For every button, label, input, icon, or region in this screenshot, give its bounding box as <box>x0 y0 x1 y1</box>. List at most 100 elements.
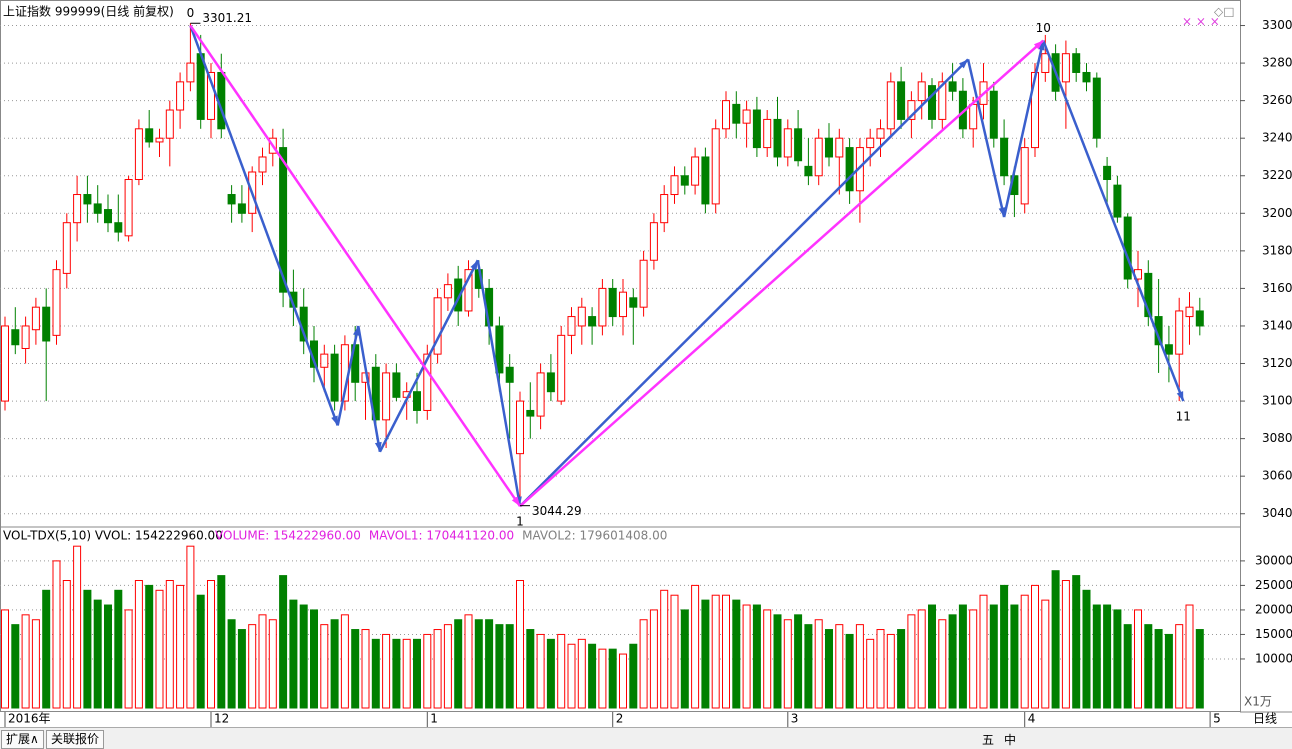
candle-body <box>814 137 823 177</box>
volume-bar <box>897 629 906 709</box>
volume-bar <box>722 594 730 709</box>
wave-line <box>476 260 522 507</box>
candle-body <box>93 203 102 214</box>
volume-header: VOL-TDX(5,10) VVOL: 154222960.00 <box>3 529 223 543</box>
frame <box>0 0 1241 712</box>
volume-bar <box>104 604 112 709</box>
candle-body <box>742 109 751 124</box>
candle-body <box>443 284 452 299</box>
y-tick-label: 3220 <box>1262 168 1292 182</box>
wave-line <box>357 325 382 452</box>
volume-bar <box>52 560 61 709</box>
candle-body <box>928 85 936 120</box>
y-tick-label: 3180 <box>1262 243 1292 257</box>
volume-bar <box>1020 594 1029 709</box>
y-tick-label: 3200 <box>1262 206 1292 220</box>
arrow-head <box>511 496 520 507</box>
volume-bar <box>1031 584 1039 709</box>
candle-body <box>11 329 20 346</box>
wave-label: 0 <box>187 6 195 20</box>
candle-body <box>619 291 627 318</box>
x-tick-label: 2016年 <box>8 712 51 726</box>
candle-body <box>114 222 123 233</box>
volume-bar <box>134 580 143 709</box>
volume-bar <box>227 619 236 709</box>
candle-body <box>1103 165 1112 181</box>
volume-bar <box>701 599 710 709</box>
volume-bar <box>1041 599 1050 709</box>
candle-body <box>320 353 329 368</box>
volume-bar <box>402 638 411 709</box>
candle-body <box>454 278 463 312</box>
candle-body <box>567 316 576 336</box>
volume-bar <box>93 599 102 709</box>
volume-bar <box>114 589 123 709</box>
candle-body <box>1000 137 1009 177</box>
volume-bar <box>567 643 576 709</box>
volume-bar <box>536 633 545 709</box>
toolbar-icon[interactable]: 中 <box>1004 733 1017 747</box>
volume-bar <box>866 638 875 709</box>
candle-body <box>433 297 442 355</box>
volume-bar <box>1000 584 1009 709</box>
volume-bar <box>526 629 535 709</box>
price-label: 3044.29 <box>532 504 582 518</box>
volume-bar <box>639 619 648 709</box>
candle-body <box>1185 306 1194 318</box>
volume-bar <box>670 594 679 709</box>
volume-bar <box>546 638 555 709</box>
volume-bar <box>1175 624 1184 709</box>
volume-bar <box>979 594 988 709</box>
volume-unit: X1万 <box>1244 695 1272 709</box>
volume-bar <box>340 614 349 709</box>
candle-body <box>1113 184 1122 218</box>
candle-body <box>516 400 524 455</box>
candle-body <box>1195 310 1204 327</box>
volume-bar <box>320 624 329 709</box>
candle-body <box>83 194 92 205</box>
candle-body <box>948 81 957 92</box>
volume-bar <box>1134 609 1142 709</box>
volume-bar <box>392 638 401 709</box>
tab[interactable]: 扩展∧ <box>1 730 44 749</box>
candle-body <box>711 128 720 205</box>
x-tick-label: 5 <box>1213 712 1221 726</box>
volume-bar <box>886 633 895 709</box>
candle-body <box>21 325 30 349</box>
candle-body <box>371 366 380 421</box>
volume-bar <box>752 604 761 709</box>
volume-bar <box>989 604 998 709</box>
volume-bar <box>361 629 370 709</box>
icons: × × × <box>1182 15 1220 29</box>
volume-bar <box>598 648 607 709</box>
candle-body <box>526 409 535 417</box>
candle-body <box>546 372 555 393</box>
candle-body <box>1041 53 1050 73</box>
volume-bar <box>155 589 164 709</box>
volume-bar <box>73 545 82 709</box>
volume-bar <box>1 609 9 709</box>
volume-bar <box>330 619 339 709</box>
volume-bar <box>217 575 226 709</box>
wave-line <box>519 58 969 508</box>
volume-bar <box>1164 633 1173 709</box>
volume-bar <box>289 599 298 709</box>
toolbar-icon[interactable]: 五 <box>982 733 995 747</box>
volume-bar <box>938 619 947 709</box>
volume-bar <box>845 633 854 709</box>
volume-bar <box>619 653 627 709</box>
volume-bar <box>62 580 71 709</box>
volume-legend: VOLUME: 154222960.00 <box>215 529 361 543</box>
candle-body <box>691 156 700 186</box>
x-tick-label: 1 <box>430 712 438 726</box>
volume-bar <box>237 629 246 709</box>
volume-bar <box>351 629 360 709</box>
arrow-head <box>331 415 338 426</box>
volume-bar <box>825 629 833 709</box>
volume-bar <box>732 599 741 709</box>
volume-legend: MAVOL2: 179601408.00 <box>522 529 667 543</box>
tab[interactable]: 关联报价 <box>46 730 105 749</box>
chart: 上证指数 999999(日线 前复权) VOL-TDX(5,10) VVOL: … <box>0 0 1292 727</box>
candle-body <box>227 194 236 205</box>
